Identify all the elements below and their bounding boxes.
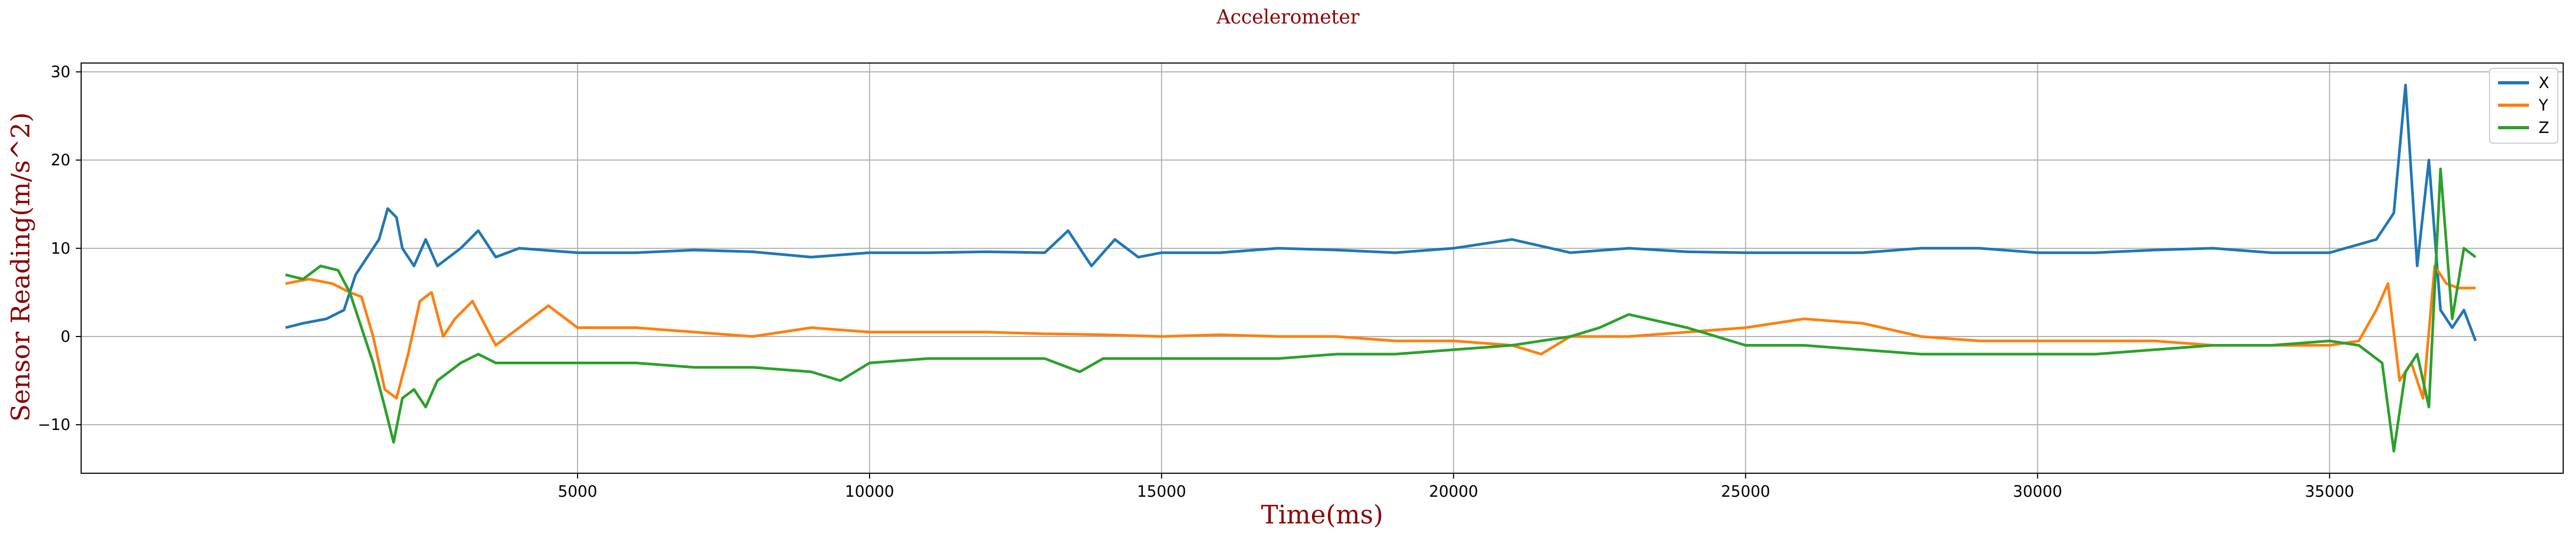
y-tick-label: −10 [38,416,70,434]
y-tick-label: 20 [51,151,70,169]
x-axis-label: Time(ms) [1261,500,1384,530]
x-tick-label: 5000 [558,482,597,500]
legend-label-y: Y [2538,96,2548,114]
x-axis-ticks: 5000 10000 15000 20000 25000 30000 35000 [558,473,2354,500]
y-tick-label: 10 [51,239,70,257]
y-axis-label: Sensor Reading(m/s^2) [6,112,36,421]
x-tick-label: 35000 [2305,482,2354,500]
series-line-x [285,83,2477,342]
x-tick-label: 30000 [2013,482,2062,500]
y-tick-label: 0 [61,327,70,346]
plot-frame [81,62,2564,474]
legend: X Y Z [2489,68,2558,144]
x-tick-label: 10000 [845,482,894,500]
legend-label-x: X [2539,74,2549,92]
legend-label-z: Z [2539,119,2549,137]
x-tick-label: 15000 [1137,482,1186,500]
chart-title: Accelerometer [1216,6,1360,28]
series-line-z [285,167,2477,453]
series-layer [285,83,2477,453]
y-tick-label: 30 [51,63,70,81]
y-axis-ticks: −10 0 10 20 30 [38,63,81,434]
series-line-y [285,264,2476,400]
x-tick-label: 25000 [1721,482,1770,500]
x-tick-label: 20000 [1429,482,1478,500]
grid-lines [81,63,2563,473]
